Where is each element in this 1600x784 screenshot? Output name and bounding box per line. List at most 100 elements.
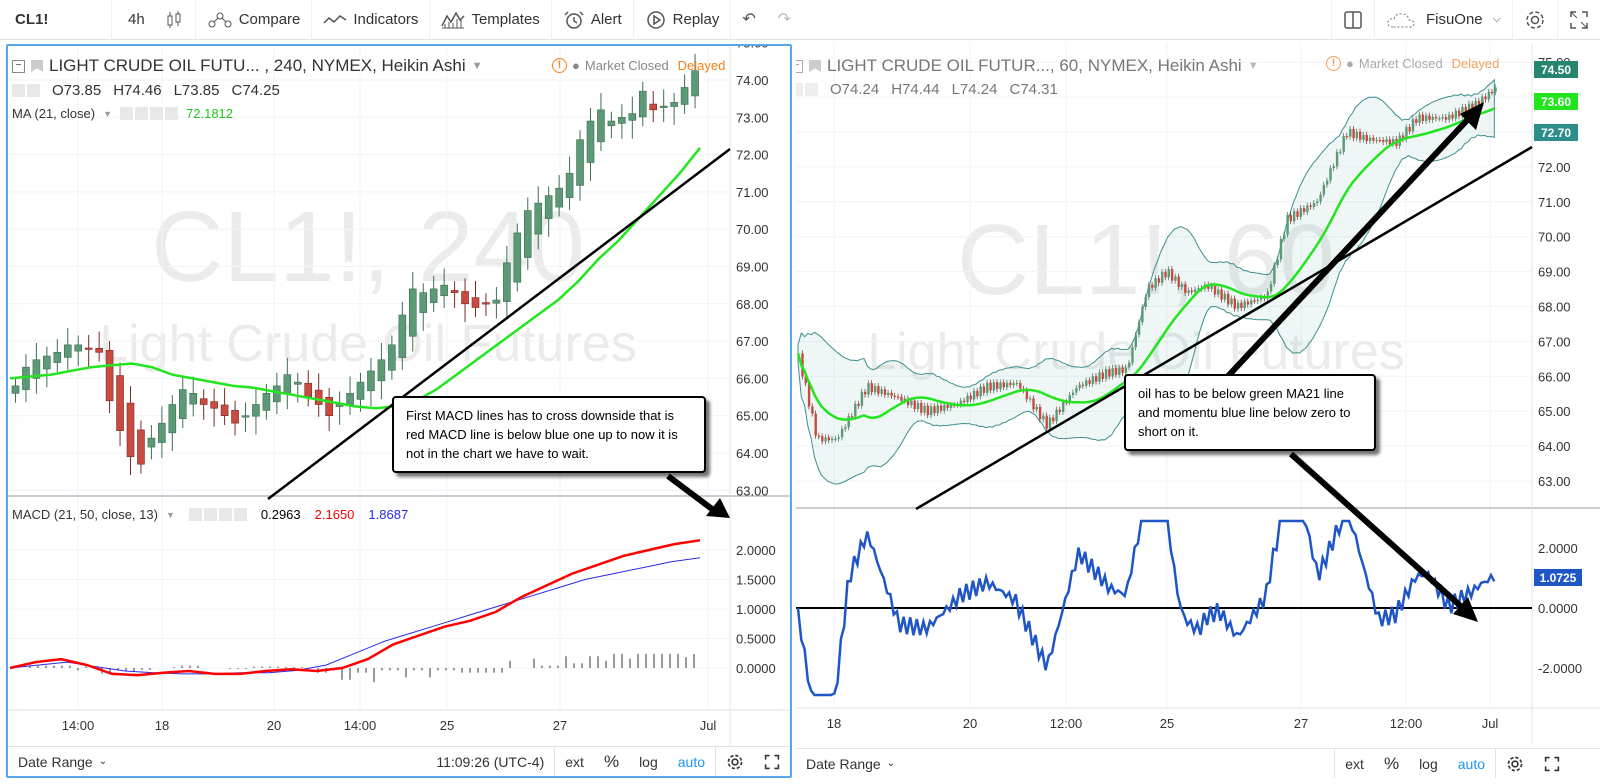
percent-toggle[interactable]: % bbox=[603, 751, 620, 771]
eye-icon[interactable] bbox=[12, 84, 25, 97]
candle-body bbox=[949, 404, 953, 408]
settings-small-icon[interactable] bbox=[203, 508, 217, 521]
candle-body bbox=[1207, 284, 1210, 289]
macd-label[interactable]: MACD (21, 50, close, 13) bbox=[12, 507, 158, 522]
last-price-badge bbox=[1534, 61, 1578, 78]
more-icon[interactable] bbox=[150, 107, 164, 120]
time-tick-label: 20 bbox=[963, 716, 977, 731]
annotation-callout-left[interactable]: First MACD lines has to cross downside t… bbox=[392, 396, 706, 473]
indicators-icon bbox=[323, 14, 347, 24]
ext-toggle[interactable]: ext bbox=[1334, 748, 1374, 778]
maximize-button[interactable] bbox=[1534, 749, 1570, 779]
close-value: C74.25 bbox=[231, 82, 280, 99]
settings-button[interactable] bbox=[1513, 0, 1558, 40]
warning-icon[interactable]: ! bbox=[1326, 56, 1341, 71]
date-range-button[interactable]: Date Range ⌄ bbox=[796, 749, 905, 779]
ma-label[interactable]: MA (21, close) bbox=[12, 106, 96, 121]
ma21-line bbox=[796, 107, 1495, 421]
fullscreen-button[interactable] bbox=[1558, 0, 1600, 40]
candle-body bbox=[877, 386, 880, 394]
redo-button[interactable]: ↷ bbox=[767, 0, 802, 40]
annotation-callout-right[interactable]: oil has to be below green MA21 line and … bbox=[1124, 374, 1376, 451]
eye-icon[interactable] bbox=[188, 508, 202, 521]
candle-body bbox=[325, 397, 333, 416]
series-title[interactable]: LIGHT CRUDE OIL FUTU... , 240, NYMEX, He… bbox=[49, 56, 466, 75]
candle-body bbox=[1032, 398, 1035, 410]
interval-button[interactable]: 4h bbox=[112, 0, 153, 40]
trendline-left[interactable] bbox=[267, 148, 731, 500]
status-dot-icon: ● bbox=[572, 58, 580, 73]
candle-body bbox=[897, 396, 900, 398]
ext-toggle[interactable]: ext bbox=[554, 746, 594, 776]
candle-body bbox=[367, 370, 375, 392]
eye-icon[interactable] bbox=[120, 107, 134, 120]
close-icon[interactable] bbox=[233, 508, 247, 521]
candle-body bbox=[972, 390, 976, 400]
chart-settings-button[interactable] bbox=[715, 746, 754, 776]
collapse-icon[interactable]: − bbox=[12, 59, 25, 73]
chart-pane-right[interactable]: CL1!, 60 Light Crude Oil Futures 75.0074… bbox=[796, 44, 1600, 778]
candle-body bbox=[555, 187, 563, 208]
eye-icon[interactable] bbox=[796, 83, 803, 96]
cloud-icon bbox=[1387, 12, 1415, 27]
chevron-down-icon[interactable]: ▼ bbox=[103, 108, 113, 119]
date-range-button[interactable]: Date Range ⌄ bbox=[8, 747, 117, 777]
settings-small-icon[interactable] bbox=[27, 84, 40, 97]
undo-button[interactable]: ↶ bbox=[731, 0, 766, 40]
more-icon[interactable] bbox=[218, 508, 232, 521]
time-tick-label: 25 bbox=[1160, 716, 1174, 731]
candle-body bbox=[1448, 114, 1451, 120]
percent-toggle[interactable]: % bbox=[1383, 753, 1400, 773]
templates-label: Templates bbox=[471, 11, 540, 28]
account-menu-button[interactable]: FisuOne ⌵ bbox=[1375, 0, 1513, 40]
settings-small-icon[interactable] bbox=[805, 83, 818, 96]
arrow-head-up bbox=[1460, 102, 1484, 130]
settings-small-icon[interactable] bbox=[135, 107, 149, 120]
chart-settings-button[interactable] bbox=[1495, 748, 1534, 778]
close-icon[interactable] bbox=[165, 107, 179, 120]
chevron-down-icon[interactable]: ▼ bbox=[1247, 60, 1259, 72]
momentum-line bbox=[796, 519, 1496, 697]
legend-controls bbox=[12, 84, 40, 97]
chart-style-button[interactable] bbox=[153, 0, 196, 40]
candle-body bbox=[1467, 103, 1471, 114]
price-tick-label: 65.00 bbox=[1538, 404, 1571, 419]
log-toggle[interactable]: log bbox=[1419, 755, 1438, 772]
candle-body bbox=[804, 376, 807, 384]
last-price-badge-text: 74.50 bbox=[1541, 63, 1571, 77]
compare-button[interactable]: Compare bbox=[196, 0, 313, 40]
chart-canvas-left[interactable]: CL1!, 240 Light Crude Oil Futures 75.007… bbox=[8, 46, 790, 746]
alert-button[interactable]: Alert bbox=[552, 0, 634, 40]
candle-body bbox=[1428, 115, 1431, 120]
flag-icon[interactable] bbox=[31, 60, 43, 72]
log-toggle[interactable]: log bbox=[639, 753, 658, 770]
templates-button[interactable]: Templates bbox=[430, 0, 552, 40]
candle-body bbox=[1012, 383, 1015, 386]
candle-body bbox=[1260, 297, 1263, 300]
candle-body bbox=[887, 392, 890, 395]
fullscreen-icon bbox=[1570, 10, 1588, 29]
candle-body bbox=[1170, 269, 1174, 281]
candle-body bbox=[1461, 106, 1464, 117]
replay-button[interactable]: Replay bbox=[634, 0, 732, 40]
chart-pane-left[interactable]: CL1!, 240 Light Crude Oil Futures 75.007… bbox=[6, 44, 792, 778]
macd-signal-value: 1.8687 bbox=[368, 507, 409, 522]
symbol-search-button[interactable]: CL1! bbox=[0, 0, 112, 40]
candle-body bbox=[1015, 382, 1019, 385]
candle-body bbox=[1477, 100, 1481, 107]
maximize-button[interactable] bbox=[754, 747, 790, 777]
series-title[interactable]: LIGHT CRUDE OIL FUTUR..., 60, NYMEX, Hei… bbox=[827, 56, 1242, 75]
auto-toggle[interactable]: auto bbox=[1457, 755, 1485, 772]
flag-icon[interactable] bbox=[809, 60, 821, 72]
candles-left bbox=[11, 53, 699, 476]
trendline-right[interactable] bbox=[915, 145, 1533, 511]
indicators-button[interactable]: Indicators bbox=[312, 0, 431, 40]
candle-body bbox=[252, 404, 260, 417]
layout-button[interactable] bbox=[1330, 0, 1375, 40]
chevron-down-icon[interactable]: ▼ bbox=[165, 509, 175, 520]
collapse-icon[interactable]: − bbox=[796, 59, 803, 73]
auto-toggle[interactable]: auto bbox=[677, 753, 705, 770]
chevron-down-icon[interactable]: ▼ bbox=[471, 60, 483, 72]
candle-body bbox=[867, 383, 870, 395]
warning-icon[interactable]: ! bbox=[552, 58, 567, 73]
